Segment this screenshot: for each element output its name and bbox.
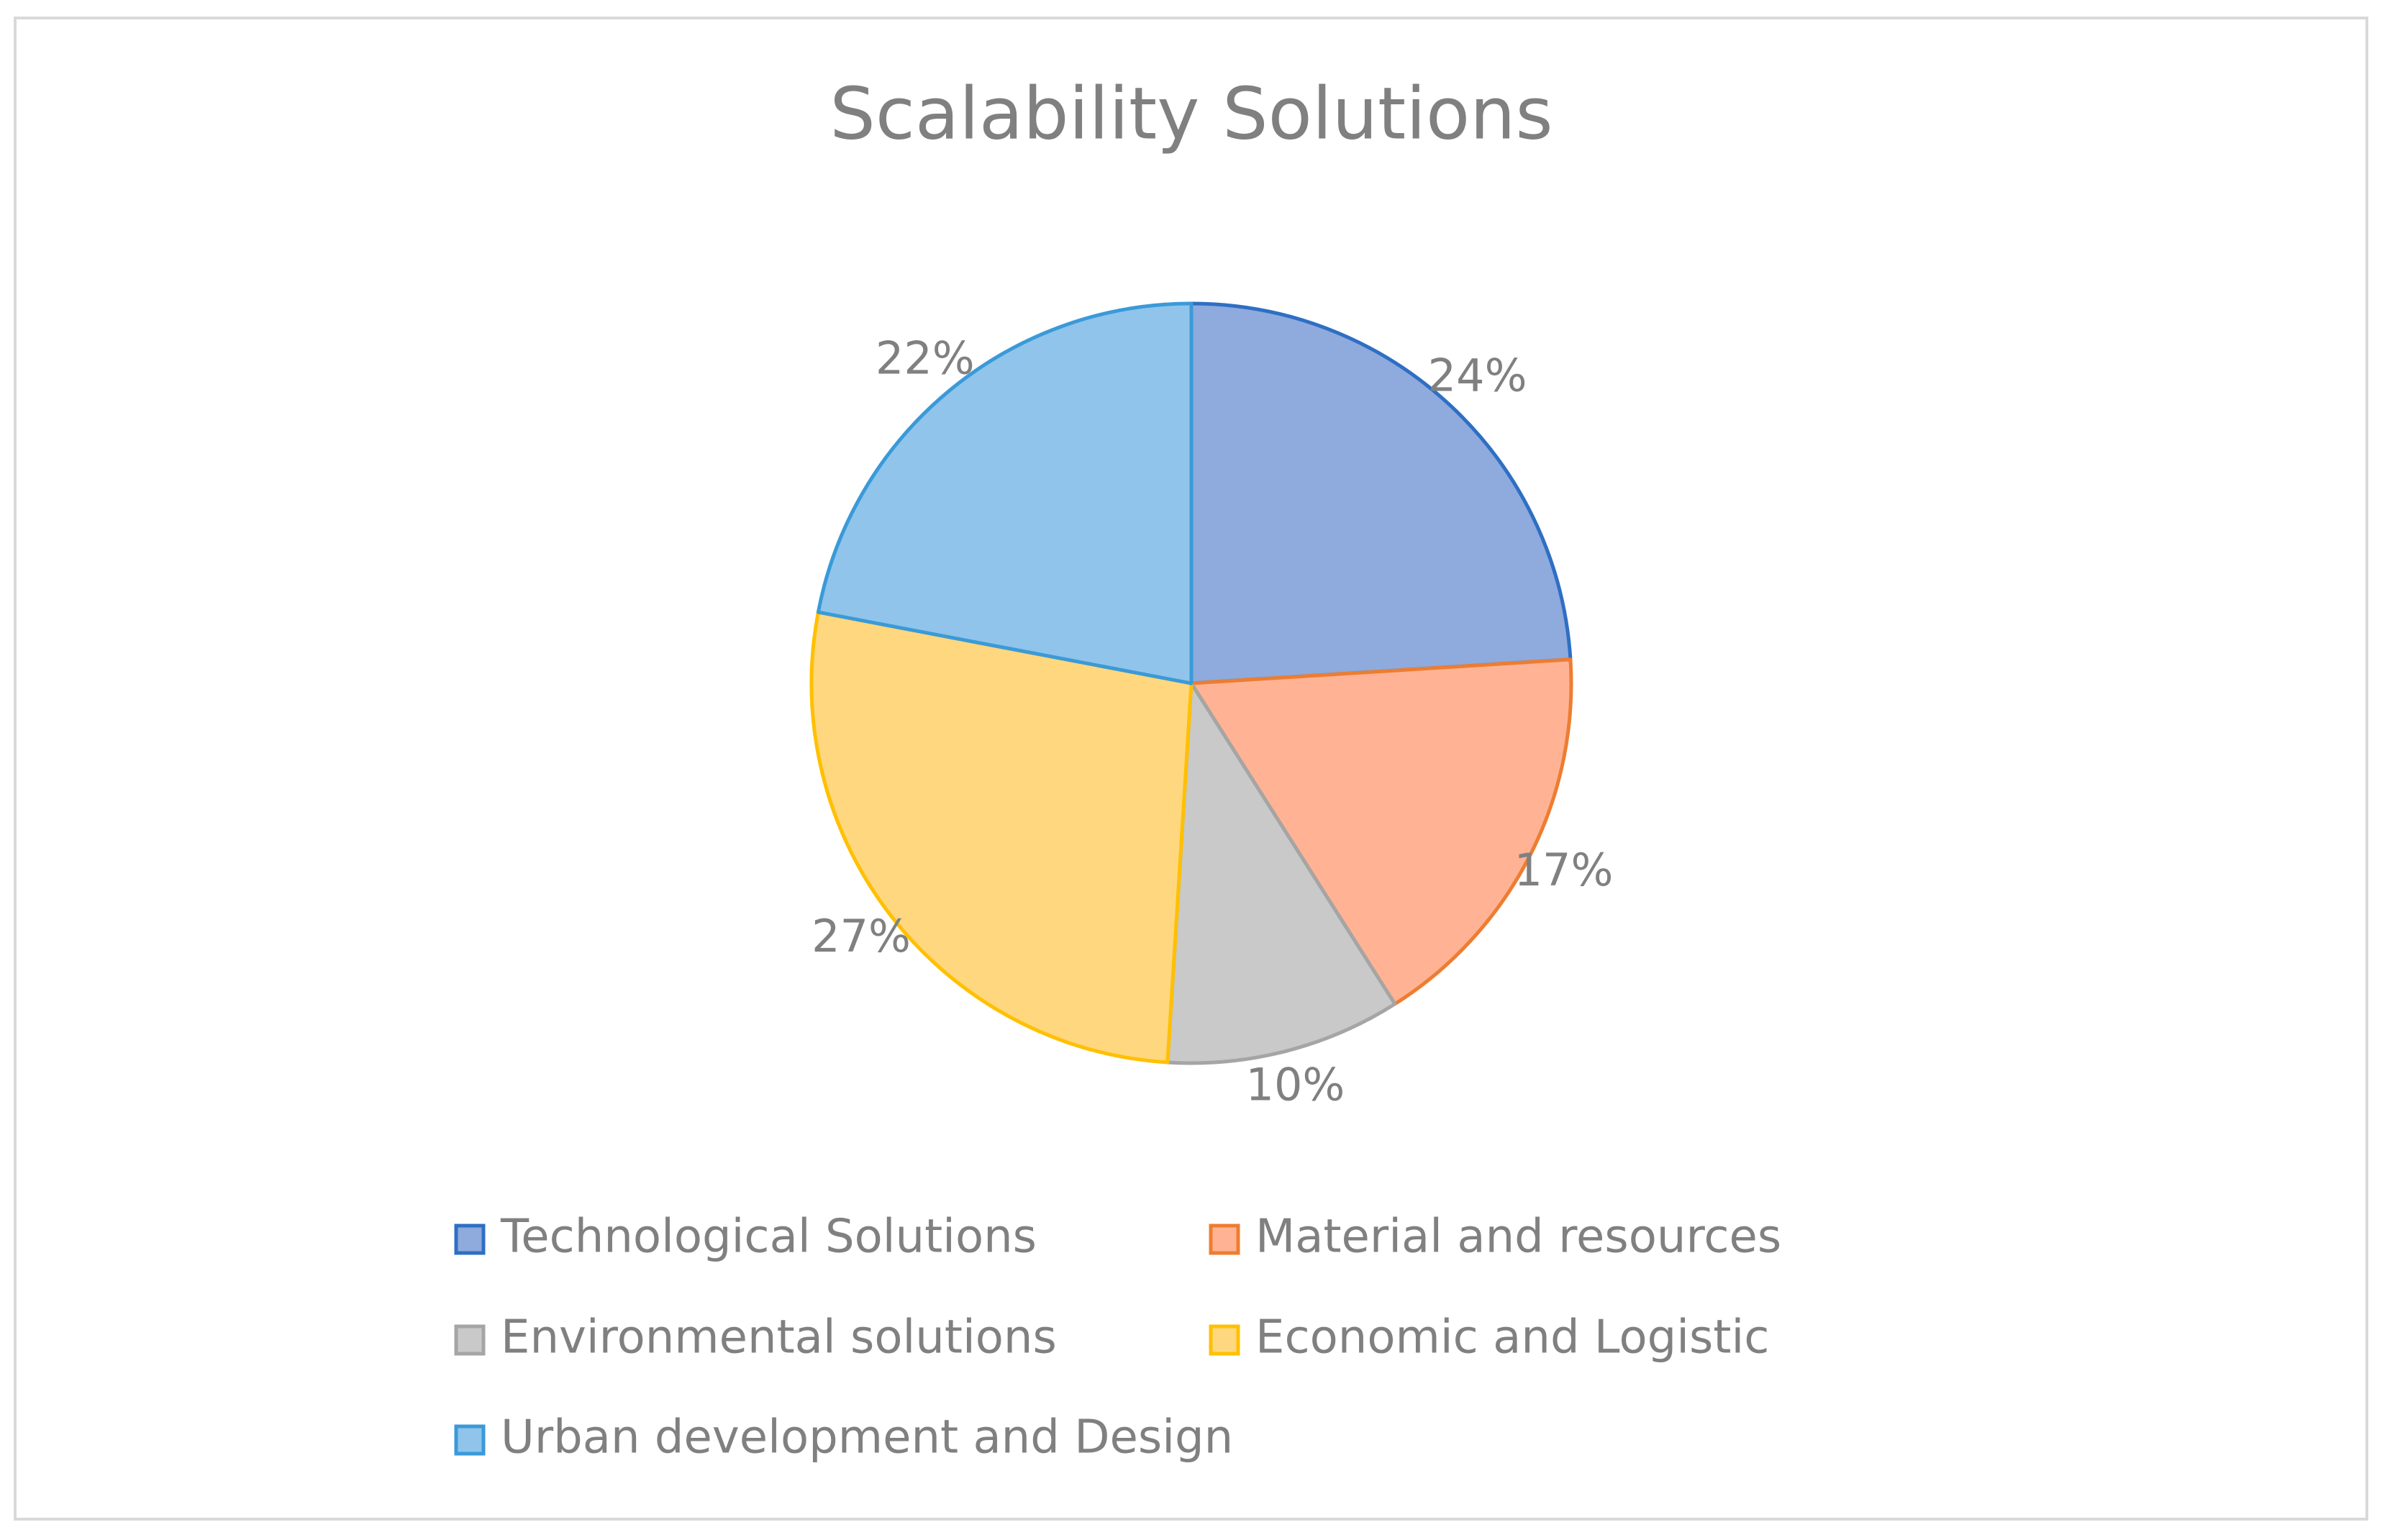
- legend-marker: [1209, 1324, 1240, 1356]
- legend-marker: [1209, 1224, 1240, 1255]
- data-label: 17%: [1514, 844, 1614, 896]
- pie-slice: [816, 301, 1194, 685]
- legend-marker: [454, 1424, 486, 1456]
- legend-label: Material and resources: [1255, 1211, 1781, 1264]
- legend-label: Technological Solutions: [500, 1211, 1037, 1264]
- legend-label: Environmental solutions: [501, 1311, 1057, 1364]
- legend-marker: [454, 1224, 486, 1255]
- legend-label: Economic and Logistic: [1255, 1311, 1769, 1364]
- pie-slice: [1165, 681, 1397, 1065]
- data-label: 27%: [812, 910, 911, 962]
- data-label: 22%: [876, 332, 975, 385]
- pie-slice: [1189, 301, 1573, 685]
- legend-label: Urban development and Design: [501, 1411, 1233, 1464]
- data-label: 24%: [1428, 350, 1527, 402]
- legend-marker: [454, 1324, 486, 1356]
- chart-title: Scalability Solutions: [829, 71, 1553, 155]
- pie-slice: [809, 610, 1194, 1065]
- data-label: 10%: [1246, 1059, 1345, 1111]
- pie-slice: [1189, 657, 1573, 1006]
